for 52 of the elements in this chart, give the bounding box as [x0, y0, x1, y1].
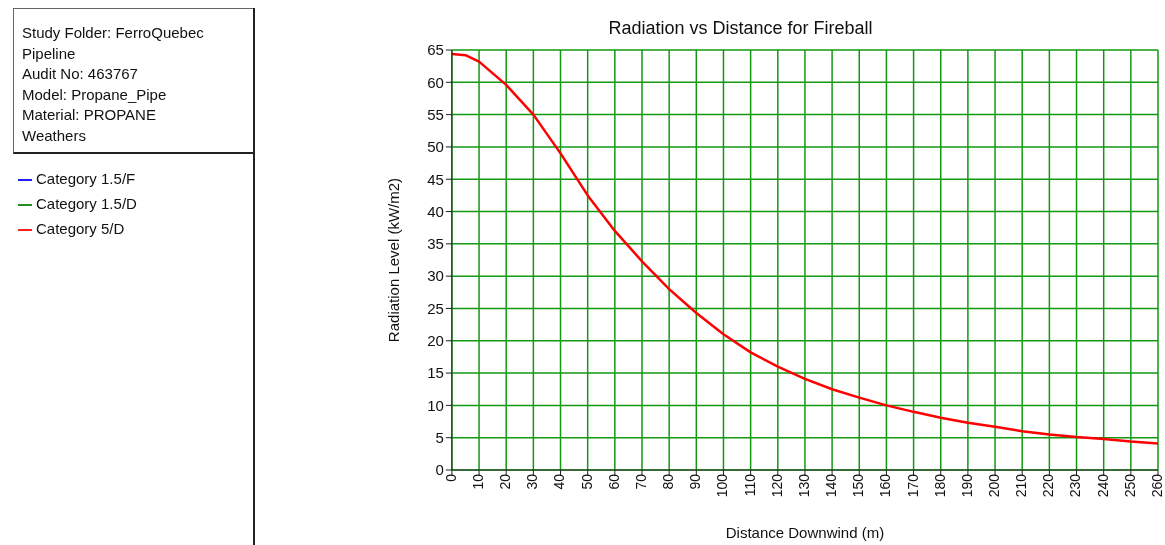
y-tick-label: 65 — [427, 41, 444, 59]
y-tick-label: 55 — [427, 105, 444, 123]
y-tick-label: 0 — [435, 461, 444, 479]
text: Audit No: 463767 — [22, 64, 139, 84]
text: Material: PROPANE — [22, 105, 157, 125]
x-tick-label: 140 — [823, 473, 840, 498]
x-tick-label: 200 — [985, 473, 1002, 498]
x-tick-label: 60 — [605, 473, 622, 490]
y-tick-label: 25 — [427, 299, 444, 317]
x-tick-label: 10 — [469, 473, 486, 490]
y-tick-label: 20 — [427, 332, 444, 350]
x-tick-label: 240 — [1094, 473, 1111, 498]
x-tick-label: 110 — [741, 473, 758, 497]
x-tick-label: 80 — [660, 473, 677, 490]
x-axis-title: Distance Downwind (m) — [725, 524, 885, 541]
x-tick-label: 120 — [768, 473, 785, 498]
x-tick-label: 150 — [850, 473, 867, 498]
text: Study Folder: FerroQuebec Pipeline — [22, 23, 205, 64]
chart-title: Radiation vs Distance for Fireball — [607, 18, 874, 39]
x-tick-label: 20 — [497, 473, 514, 490]
x-tick-label: 50 — [578, 473, 595, 490]
x-tick-label: 210 — [1013, 473, 1030, 498]
y-tick-label: 60 — [427, 73, 444, 91]
x-tick-label: 130 — [795, 473, 812, 498]
x-tick-label: 250 — [1121, 473, 1138, 498]
x-tick-label: 70 — [632, 473, 649, 490]
y-tick-label: 35 — [427, 235, 444, 253]
text: Weathers — [22, 125, 87, 146]
x-tick-label: 0 — [442, 473, 459, 482]
legend-label: Category 5/D — [36, 220, 125, 237]
legend-label: Category 1.5/F — [36, 170, 136, 187]
y-tick-label: 50 — [427, 138, 444, 156]
y-tick-label: 5 — [435, 429, 444, 447]
x-tick-label: 30 — [524, 473, 541, 490]
y-tick-label: 10 — [427, 396, 444, 414]
legend-label: Category 1.5/D — [36, 195, 137, 212]
x-tick-label: 180 — [931, 473, 948, 498]
text: Model: Propane_Pipe — [22, 84, 168, 105]
x-tick-label: 90 — [687, 473, 704, 490]
x-tick-label: 170 — [904, 473, 921, 498]
x-tick-label: 100 — [714, 473, 731, 498]
x-tick-label: 260 — [1148, 473, 1165, 498]
y-tick-label: 45 — [427, 170, 444, 188]
x-tick-label: 230 — [1067, 473, 1084, 498]
x-tick-label: 160 — [877, 473, 894, 498]
y-tick-label: 30 — [427, 267, 444, 285]
y-axis-title: Radiation Level (kW/m2) — [385, 177, 403, 343]
y-tick-label: 40 — [427, 202, 444, 220]
x-tick-label: 190 — [958, 473, 975, 498]
x-tick-label: 40 — [551, 473, 568, 490]
x-tick-label: 220 — [1040, 473, 1057, 498]
y-tick-label: 15 — [427, 364, 444, 382]
